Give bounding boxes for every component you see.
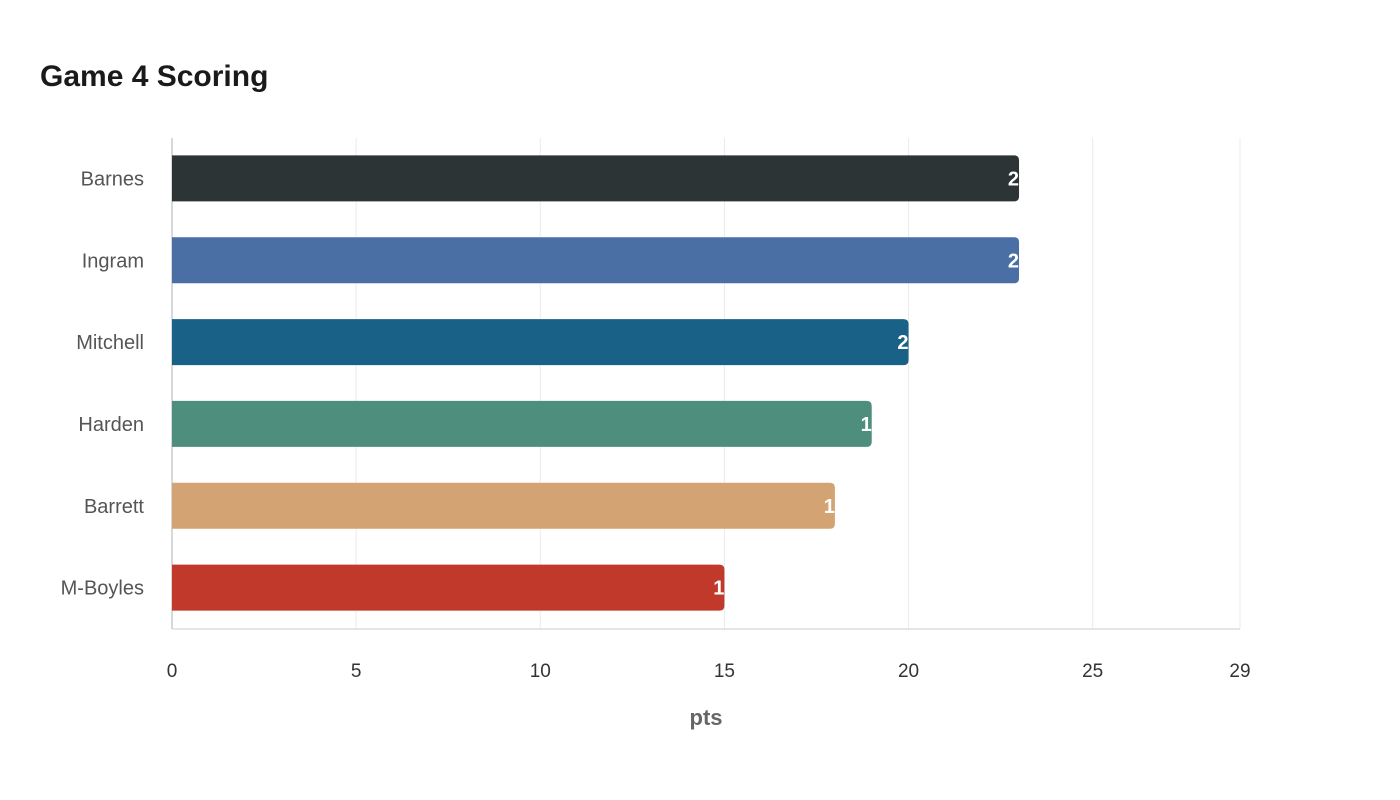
bar-barnes bbox=[172, 155, 1020, 202]
value-label: 18 bbox=[824, 496, 846, 518]
value-label: 23 bbox=[1008, 168, 1030, 190]
x-tick-label: 29 bbox=[1229, 661, 1250, 682]
value-label: 19 bbox=[861, 414, 883, 436]
bar-mitchell bbox=[172, 319, 909, 366]
bar-ingram bbox=[172, 237, 1020, 284]
x-tick-label: 10 bbox=[530, 661, 551, 682]
bar-harden bbox=[172, 400, 872, 447]
value-label: 23 bbox=[1008, 250, 1030, 272]
x-tick-label: 20 bbox=[898, 661, 919, 682]
x-tick-label: 15 bbox=[714, 661, 735, 682]
y-tick-label: Barnes bbox=[81, 168, 144, 190]
y-tick-label: M-Boyles bbox=[61, 578, 144, 600]
bar-m-boyles bbox=[172, 564, 725, 611]
value-label: 20 bbox=[897, 332, 919, 354]
x-tick-label: 5 bbox=[351, 661, 362, 682]
y-tick-label: Barrett bbox=[84, 496, 144, 518]
bar-barrett bbox=[172, 482, 835, 529]
x-tick-label: 0 bbox=[167, 661, 178, 682]
y-tick-label: Ingram bbox=[82, 250, 144, 272]
y-tick-label: Harden bbox=[78, 414, 144, 436]
x-tick-label: 25 bbox=[1082, 661, 1103, 682]
chart-title: Game 4 Scoring bbox=[40, 60, 269, 93]
x-axis-label: pts bbox=[690, 705, 723, 730]
value-label: 15 bbox=[713, 578, 735, 600]
y-tick-label: Mitchell bbox=[76, 332, 144, 354]
